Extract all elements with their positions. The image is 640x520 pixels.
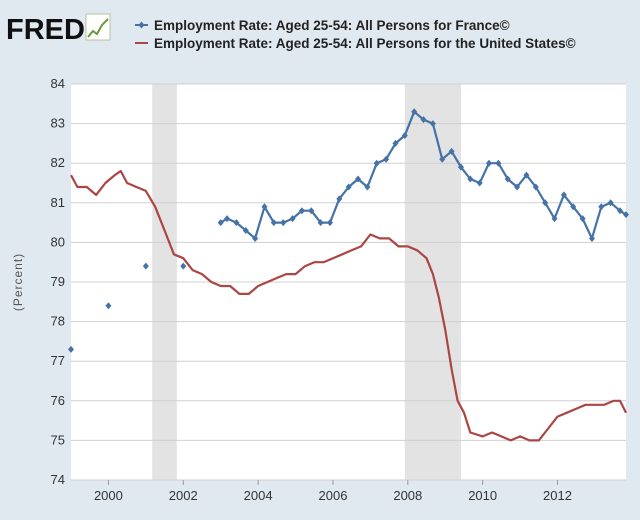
data-point[interactable] (68, 345, 74, 353)
legend-label: Employment Rate: Aged 25-54: All Persons… (154, 36, 576, 51)
y-tick-label: 74 (51, 472, 65, 487)
data-point[interactable] (486, 159, 493, 167)
data-point[interactable] (551, 215, 558, 223)
data-point[interactable] (401, 131, 408, 139)
y-tick-label: 81 (51, 195, 65, 210)
fred-logo-text: FRED (6, 14, 85, 46)
fred-logo[interactable]: FRED (6, 13, 111, 46)
data-point[interactable] (542, 199, 549, 207)
data-point[interactable] (420, 116, 427, 124)
data-point[interactable] (607, 199, 614, 207)
legend-swatch-marker (138, 21, 145, 29)
y-tick-labels: 74 75 76 77 78 79 80 81 82 83 84 (51, 76, 65, 487)
data-point[interactable] (514, 183, 521, 191)
data-point[interactable] (467, 175, 474, 183)
data-point[interactable] (579, 215, 586, 223)
data-point[interactable] (233, 219, 240, 227)
data-point[interactable] (411, 108, 418, 116)
y-tick-label: 80 (51, 234, 65, 249)
data-point[interactable] (105, 302, 112, 310)
y-tick-label: 76 (51, 393, 65, 408)
data-point[interactable] (523, 171, 530, 179)
data-point[interactable] (345, 183, 352, 191)
series-line-1-0 (70, 170, 627, 442)
data-point[interactable] (598, 203, 605, 211)
y-tick-label: 83 (51, 116, 65, 131)
data-point[interactable] (560, 191, 567, 199)
x-tick-label: 2004 (244, 488, 273, 503)
x-tick-label: 2008 (393, 488, 422, 503)
data-point[interactable] (476, 179, 483, 187)
y-axis-label: (Percent) (11, 253, 25, 311)
data-point[interactable] (439, 155, 446, 163)
series-lines (68, 108, 629, 442)
data-point[interactable] (217, 219, 224, 227)
data-point[interactable] (270, 219, 277, 227)
x-tick-label: 2006 (319, 488, 348, 503)
data-point[interactable] (252, 234, 259, 242)
y-tick-label: 75 (51, 432, 65, 447)
series-0 (68, 108, 629, 353)
data-point[interactable] (383, 155, 390, 163)
x-tick-label: 2012 (543, 488, 572, 503)
data-point[interactable] (364, 183, 371, 191)
data-point[interactable] (623, 211, 629, 219)
data-point[interactable] (298, 207, 305, 215)
y-tick-label: 82 (51, 155, 65, 170)
y-tick-label: 84 (51, 76, 65, 91)
series-1 (70, 170, 627, 442)
data-point[interactable] (392, 139, 399, 147)
y-tick-label: 79 (51, 274, 65, 289)
data-point[interactable] (242, 227, 249, 235)
legend-item-1[interactable]: Employment Rate: Aged 25-54: All Persons… (135, 36, 576, 51)
data-point[interactable] (326, 219, 333, 227)
data-point[interactable] (588, 234, 595, 242)
data-point[interactable] (180, 262, 187, 270)
data-point[interactable] (617, 207, 624, 215)
y-tick-label: 77 (51, 353, 65, 368)
y-tick-label: 78 (51, 314, 65, 329)
logo-chart-icon (85, 13, 111, 41)
data-point[interactable] (373, 159, 380, 167)
grid-lines (71, 83, 626, 481)
data-point[interactable] (495, 159, 502, 167)
data-point[interactable] (570, 203, 577, 211)
data-point[interactable] (504, 175, 511, 183)
data-point[interactable] (429, 120, 436, 128)
data-point[interactable] (457, 163, 464, 171)
data-point[interactable] (280, 219, 287, 227)
data-point[interactable] (355, 175, 362, 183)
x-tick-label: 2002 (169, 488, 198, 503)
data-point[interactable] (532, 183, 539, 191)
data-point[interactable] (142, 262, 149, 270)
data-point[interactable] (317, 219, 324, 227)
legend-item-0[interactable]: Employment Rate: Aged 25-54: All Persons… (135, 18, 510, 33)
data-point[interactable] (289, 215, 296, 223)
x-tick-label: 2000 (94, 488, 123, 503)
data-point[interactable] (261, 203, 268, 211)
data-point[interactable] (448, 147, 455, 155)
legend: Employment Rate: Aged 25-54: All Persons… (135, 18, 576, 51)
data-point[interactable] (336, 195, 343, 203)
legend-label: Employment Rate: Aged 25-54: All Persons… (154, 18, 510, 33)
x-tick-label: 2010 (468, 488, 497, 503)
data-point[interactable] (224, 215, 231, 223)
data-point[interactable] (308, 207, 315, 215)
x-tick-labels: 2000 2002 2004 2006 2008 2010 2012 (94, 480, 572, 503)
